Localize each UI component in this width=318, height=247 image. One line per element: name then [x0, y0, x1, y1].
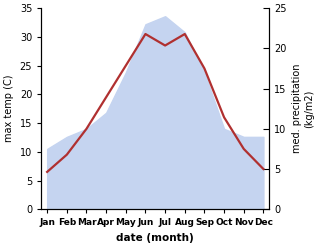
X-axis label: date (month): date (month) — [116, 233, 194, 243]
Y-axis label: med. precipitation
(kg/m2): med. precipitation (kg/m2) — [292, 64, 314, 153]
Y-axis label: max temp (C): max temp (C) — [4, 75, 14, 143]
